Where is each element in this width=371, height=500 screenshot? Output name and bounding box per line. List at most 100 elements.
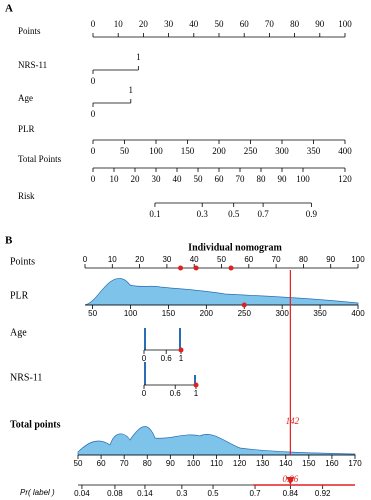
tick-label: 300 — [275, 146, 289, 156]
tick-label: 150 — [181, 146, 195, 156]
tick-label: 70 — [272, 255, 281, 264]
tick-label: 90 — [278, 174, 288, 184]
tick-label: 0 — [91, 76, 96, 86]
tick-label: 100 — [187, 459, 201, 468]
tick-label: 60 — [215, 174, 225, 184]
tick-label: 20 — [135, 255, 144, 264]
row-name: Pr( label ) — [20, 488, 55, 497]
row-name: Points — [10, 256, 35, 267]
tick-label: 0.92 — [315, 489, 331, 498]
tick-label: 50 — [120, 146, 130, 156]
selected-point — [178, 347, 184, 353]
tick-label: 130 — [256, 459, 270, 468]
row-name: NRS-11 — [10, 372, 42, 383]
tick-label: 0.6 — [170, 389, 182, 398]
tick-label: 0 — [91, 174, 96, 184]
tick-label: 10 — [108, 255, 117, 264]
row-name: PLR — [18, 124, 35, 134]
row-name: Risk — [18, 191, 35, 201]
tick-label: 0.7 — [249, 489, 261, 498]
selected-point — [193, 265, 199, 271]
tick-label: 0.14 — [137, 489, 153, 498]
tick-label: 50 — [88, 309, 97, 318]
tick-label: 100 — [351, 255, 365, 264]
tick-label: 400 — [338, 146, 352, 156]
selected-label: 0.86 — [282, 474, 298, 484]
nomogram-title: Individual nomogram — [188, 242, 282, 253]
tick-label: 400 — [351, 309, 365, 318]
tick-label: 0.5 — [228, 209, 240, 219]
row-name: Total Points — [18, 154, 62, 164]
tick-label: 90 — [326, 255, 335, 264]
selected-point — [241, 302, 247, 308]
tick-label: 0.7 — [257, 209, 269, 219]
tick-label: 200 — [200, 309, 214, 318]
tick-label: 0 — [83, 255, 88, 264]
selected-point — [178, 265, 184, 271]
tick-label: 250 — [244, 146, 258, 156]
tick-label: 90 — [166, 459, 175, 468]
tick-label: 200 — [212, 146, 226, 156]
tick-label: 20 — [139, 19, 149, 29]
tick-label: 100 — [338, 19, 352, 29]
row-name: Age — [10, 327, 27, 338]
tick-label: 0 — [91, 146, 96, 156]
tick-label: 0.3 — [197, 209, 209, 219]
tick-label: 300 — [275, 309, 289, 318]
tick-label: 1 — [179, 354, 184, 363]
selected-point — [228, 265, 234, 271]
tick-label: 0.3 — [176, 489, 188, 498]
tick-label: 120 — [233, 459, 247, 468]
tick-label: 40 — [173, 174, 183, 184]
tick-label: 80 — [143, 459, 152, 468]
tick-label: 110 — [210, 459, 223, 468]
row-name: Points — [18, 26, 41, 36]
tick-label: 30 — [152, 174, 162, 184]
tick-label: 350 — [313, 309, 327, 318]
tick-label: 140 — [279, 459, 293, 468]
tick-label: 70 — [120, 459, 129, 468]
tick-label: 100 — [149, 146, 163, 156]
tick-label: 150 — [162, 309, 176, 318]
tick-label: 0 — [91, 109, 96, 119]
tick-label: 50 — [215, 19, 225, 29]
tick-label: 60 — [244, 255, 253, 264]
selected-arrowhead — [286, 477, 295, 485]
tick-label: 120 — [338, 174, 352, 184]
tick-label: 80 — [257, 174, 267, 184]
tick-label: 0.9 — [306, 209, 318, 219]
tick-label: 0 — [91, 19, 96, 29]
tick-label: 1 — [136, 52, 141, 62]
tick-label: 30 — [164, 19, 174, 29]
tick-label: 40 — [190, 255, 199, 264]
tick-label: 10 — [110, 174, 120, 184]
selected-point — [193, 382, 199, 388]
tick-label: 90 — [315, 19, 325, 29]
tick-label: 350 — [307, 146, 321, 156]
tick-label: 70 — [265, 19, 275, 29]
tick-label: 70 — [236, 174, 246, 184]
tick-label: 160 — [325, 459, 339, 468]
row-name: Age — [18, 93, 33, 103]
row-name: PLR — [10, 290, 29, 301]
tick-label: 10 — [114, 19, 124, 29]
tick-label: 50 — [217, 255, 226, 264]
tick-label: 30 — [162, 255, 171, 264]
tick-label: 50 — [74, 459, 83, 468]
tick-label: 0.84 — [283, 489, 299, 498]
tick-label: 1 — [129, 85, 134, 95]
tick-label: 170 — [348, 459, 362, 468]
tick-label: 0 — [142, 389, 147, 398]
tick-label: 150 — [302, 459, 316, 468]
tick-label: 0.04 — [74, 489, 90, 498]
tick-label: 40 — [189, 19, 199, 29]
tick-label: 60 — [240, 19, 250, 29]
row-name: NRS-11 — [18, 60, 47, 70]
tick-label: 1 — [194, 389, 199, 398]
tick-label: 0.1 — [149, 209, 160, 219]
plr-density — [84, 278, 359, 306]
tick-label: 20 — [131, 174, 141, 184]
tick-label: 0 — [142, 354, 147, 363]
tick-label: 0.6 — [161, 354, 173, 363]
panel-label: A — [5, 3, 13, 15]
